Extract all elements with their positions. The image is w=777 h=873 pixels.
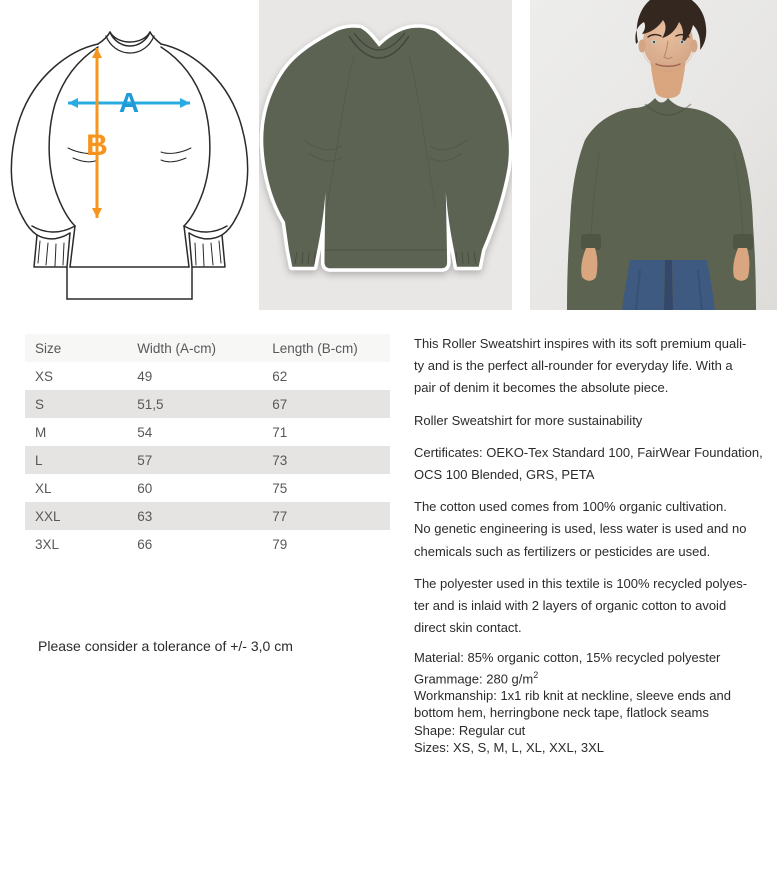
svg-text:B: B [86, 129, 108, 162]
svg-text:A: A [119, 87, 139, 118]
